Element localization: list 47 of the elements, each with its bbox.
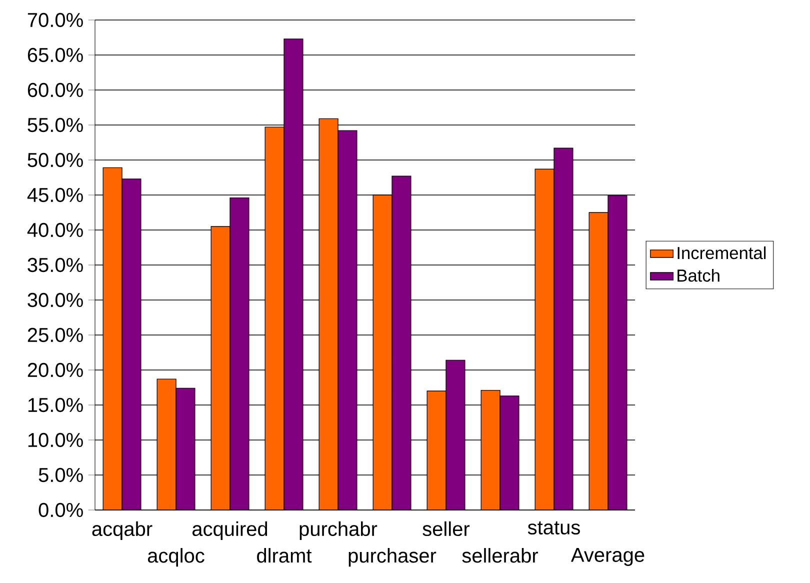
x-tick-label: purchaser <box>348 548 436 567</box>
x-tick-label: seller <box>422 521 470 536</box>
x-tick-label: status <box>528 521 580 534</box>
bar <box>264 126 284 510</box>
y-tick-label: 30.0% <box>28 292 83 308</box>
bar <box>230 197 250 510</box>
bar <box>446 360 466 510</box>
bar <box>372 194 392 510</box>
bar <box>176 388 196 510</box>
bar <box>102 167 122 510</box>
x-tick-label: dlramt <box>257 548 312 563</box>
bar <box>318 118 338 510</box>
y-tick-label: 40.0% <box>27 222 83 238</box>
y-tick-label: 60.0% <box>28 82 83 98</box>
bar <box>554 148 574 510</box>
x-tick-label: purchabr <box>300 521 378 540</box>
y-tick-label: 70.0% <box>28 12 83 28</box>
bar <box>588 212 608 510</box>
bar <box>392 176 412 510</box>
y-tick-label: 65.0% <box>28 48 83 62</box>
legend-label: Batch <box>678 268 720 282</box>
bar <box>534 168 554 510</box>
y-tick-label: 35.0% <box>28 258 83 272</box>
y-tick-label: 50.0% <box>28 152 83 168</box>
y-tick-label: 25.0% <box>28 328 83 342</box>
bar <box>608 195 628 510</box>
x-tick-label: sellerabr <box>462 548 538 563</box>
y-tick-label: 10.0% <box>28 432 83 448</box>
y-tick-label: 20.0% <box>28 362 83 378</box>
bar <box>480 390 500 510</box>
x-tick-label: acquired <box>192 521 268 540</box>
y-tick-label: 15.0% <box>28 398 83 412</box>
y-tick-label: 55.0% <box>28 118 83 132</box>
bar <box>426 390 446 510</box>
bar <box>210 226 230 510</box>
bar <box>156 378 176 510</box>
bar <box>122 178 142 510</box>
x-tick-label: acqabr <box>92 521 152 540</box>
y-tick-label: 0.0% <box>38 502 83 518</box>
y-tick-label: 45.0% <box>27 188 83 202</box>
bar <box>284 38 304 510</box>
bar <box>500 396 520 510</box>
y-tick-label: 5.0% <box>38 468 83 482</box>
x-tick-label: Average <box>570 548 644 566</box>
bar <box>338 130 358 510</box>
x-tick-label: acqloc <box>148 548 204 567</box>
legend-label: Incremental <box>678 246 766 260</box>
